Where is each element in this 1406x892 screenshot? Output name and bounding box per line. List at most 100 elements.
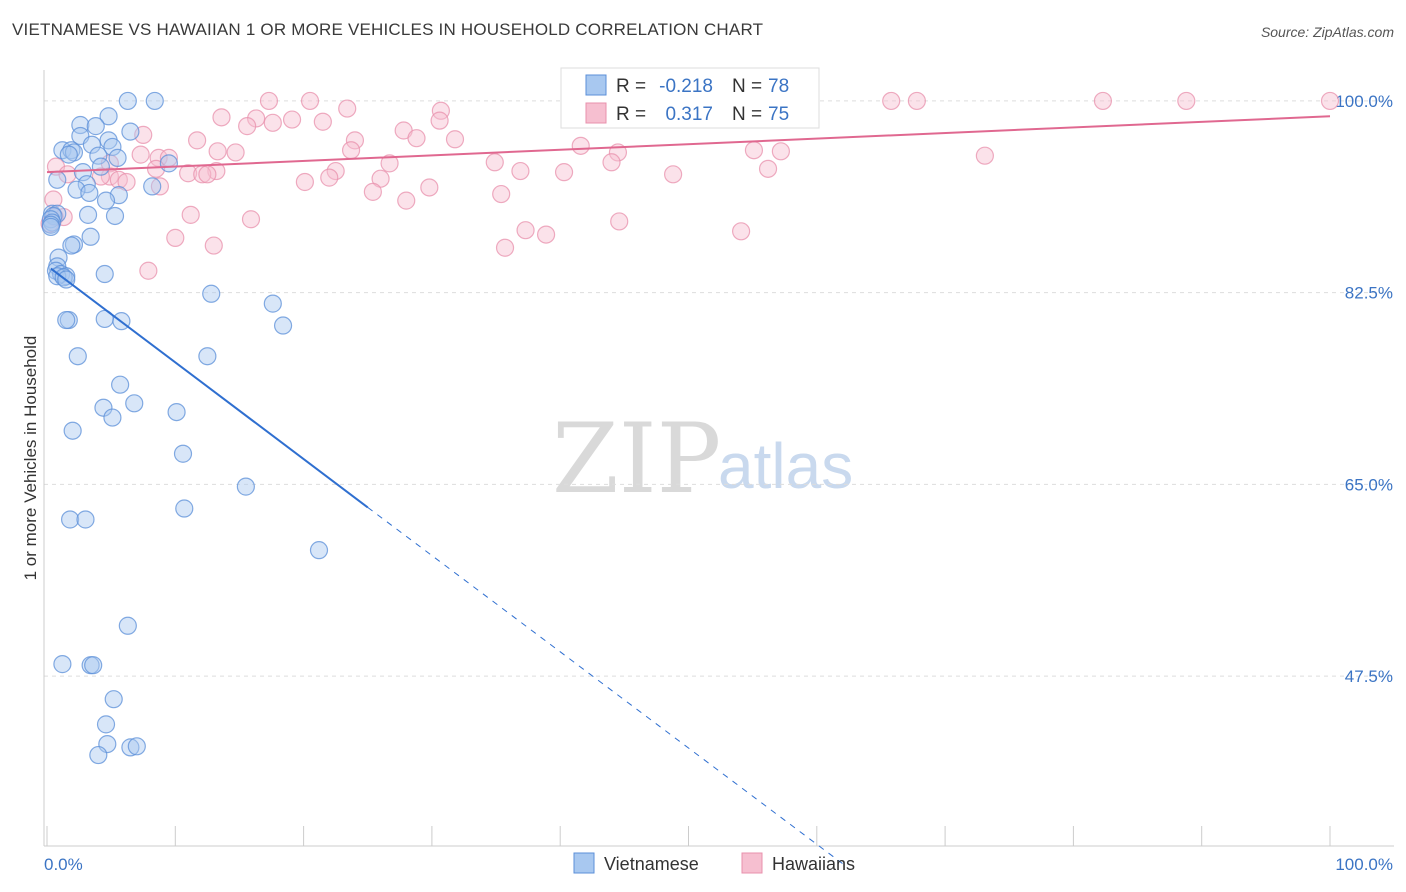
hawaiians-point (495, 238, 515, 257)
chart-title: VIETNAMESE VS HAWAIIAN 1 OR MORE VEHICLE… (12, 20, 764, 39)
hawaiians-point (263, 113, 282, 132)
x-axis-ticks (46, 826, 1331, 846)
legend-hawaiians-label: Hawaiians (772, 854, 855, 874)
hawaiians-point (732, 222, 751, 241)
hawaiians-point (300, 91, 320, 111)
hawaiians-point (485, 153, 504, 172)
hawaiians-point (445, 130, 465, 149)
y-tick-label: 100.0% (1335, 92, 1393, 111)
vietnamese-point (175, 499, 194, 518)
x-tick-label-min: 0.0% (44, 855, 83, 874)
hawaiians-point (212, 108, 231, 127)
hawaiians-point (166, 228, 185, 247)
vietnamese-point (63, 421, 82, 440)
hawaiians-point (907, 91, 926, 111)
legend-vietnamese-label: Vietnamese (604, 854, 699, 874)
vietnamese-point (103, 408, 122, 427)
hawaiians-swatch (585, 102, 607, 124)
vietnamese-point (99, 107, 118, 126)
hawaiians-point (1320, 91, 1340, 111)
vietnamese-point (273, 316, 293, 335)
hawaiians-point (179, 164, 198, 183)
vietnamese-point (91, 157, 110, 176)
vietnamese-point (167, 402, 186, 422)
hawaiians-point (492, 184, 511, 204)
vietnamese-point (263, 294, 282, 313)
hawaiians-point (282, 110, 302, 129)
watermark-zip: ZIP (552, 403, 721, 515)
vietnamese-point (73, 163, 93, 182)
hawaiians-point (430, 111, 449, 130)
hawaiians-point (536, 225, 556, 244)
vietnamese-point (76, 510, 95, 529)
hawaiians-point (420, 178, 439, 197)
vietnamese-point (118, 91, 137, 111)
vietnamese-point (108, 148, 127, 167)
vietnamese-point (202, 284, 221, 303)
hawaiians-point (363, 182, 382, 201)
hawaiians-point (771, 142, 790, 161)
vietnamese-point (105, 206, 125, 226)
vietnamese-point (78, 205, 98, 224)
vietnamese-n-value: 78 (768, 76, 789, 97)
hawaiians-point (407, 129, 426, 148)
vietnamese-r-value: -0.218 (659, 76, 713, 97)
vietnamese-point (173, 444, 193, 463)
hawaiians-point (226, 143, 245, 162)
source-label: Source: ZipAtlas.com (1260, 24, 1394, 40)
vietnamese-point (96, 715, 116, 734)
watermark-atlas: atlas (718, 430, 853, 502)
vietnamese-point (80, 183, 99, 203)
hawaiians-point (139, 261, 158, 280)
vietnamese-point (95, 264, 114, 284)
hawaiians-point (241, 210, 261, 229)
vietnamese-point (59, 145, 78, 164)
x-tick-label-max: 100.0% (1335, 855, 1393, 874)
vietnamese-point (143, 177, 162, 196)
vietnamese-n-label: N = (732, 76, 762, 97)
hawaiians-point (380, 154, 399, 173)
vietnamese-point (41, 217, 60, 237)
hawaiians-point (516, 221, 535, 240)
hawaiians-point (664, 165, 683, 184)
legend-vietnamese-swatch (573, 852, 595, 874)
hawaiians-point (259, 91, 279, 111)
hawaiians-point (345, 131, 365, 150)
hawaiians-point (198, 165, 217, 184)
vietnamese-trend-extension (367, 507, 843, 864)
vietnamese-point (121, 738, 140, 757)
vietnamese-point (86, 117, 105, 136)
vietnamese-swatch (585, 74, 607, 96)
y-axis-label: 1 or more Vehicles in Household (21, 336, 40, 581)
vietnamese-point (127, 737, 146, 756)
hawaiians-point (238, 117, 257, 136)
hawaiians-point (610, 212, 629, 231)
y-tick-label: 65.0% (1345, 475, 1393, 494)
vietnamese-point (57, 310, 76, 330)
hawaiians-point (744, 141, 764, 160)
vietnamese-point (62, 236, 81, 255)
hawaiians-point (511, 161, 530, 181)
hawaiians-point (320, 168, 339, 187)
hawaiians-point (131, 145, 150, 164)
hawaiians-point (571, 136, 590, 155)
vietnamese-point (111, 375, 130, 394)
legend-hawaiians-swatch (741, 852, 763, 874)
vietnamese-point (309, 541, 329, 560)
hawaiians-point (341, 141, 361, 160)
hawaiians-point (150, 177, 170, 196)
vietnamese-point (145, 91, 164, 111)
hawaiians-point (602, 153, 621, 172)
vietnamese-point (159, 154, 178, 173)
hawaiians-point (313, 112, 332, 131)
hawaiians-point (431, 101, 450, 120)
hawaiians-r-label: R = (616, 104, 646, 125)
hawaiians-point (397, 191, 416, 210)
vietnamese-point (104, 690, 123, 709)
hawaiians-point (326, 161, 345, 181)
hawaiians-point (1093, 91, 1113, 111)
vietnamese-point (68, 347, 87, 366)
vietnamese-point (96, 191, 116, 210)
trend-lines (46, 115, 1331, 864)
